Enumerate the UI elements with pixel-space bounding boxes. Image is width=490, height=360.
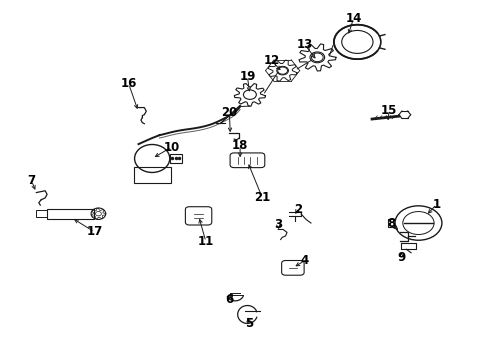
Text: 5: 5 bbox=[245, 317, 253, 330]
Bar bbox=[47, 209, 94, 219]
Text: 10: 10 bbox=[164, 140, 180, 153]
Text: 17: 17 bbox=[86, 225, 102, 238]
Text: 1: 1 bbox=[433, 198, 441, 211]
Text: 16: 16 bbox=[121, 77, 137, 90]
Text: 21: 21 bbox=[254, 191, 270, 204]
Text: 8: 8 bbox=[388, 217, 396, 230]
Text: 7: 7 bbox=[27, 174, 36, 187]
Text: 14: 14 bbox=[345, 12, 362, 25]
Bar bbox=[134, 167, 171, 183]
Bar bbox=[170, 154, 182, 163]
Text: 2: 2 bbox=[294, 203, 302, 216]
Text: 19: 19 bbox=[239, 70, 256, 83]
Text: 4: 4 bbox=[300, 254, 309, 267]
Text: 3: 3 bbox=[274, 218, 282, 231]
Text: 9: 9 bbox=[397, 251, 406, 264]
Text: 13: 13 bbox=[296, 38, 313, 51]
Text: 6: 6 bbox=[225, 293, 234, 306]
Bar bbox=[36, 211, 47, 217]
Text: 12: 12 bbox=[264, 54, 280, 67]
Text: 18: 18 bbox=[232, 139, 248, 152]
Text: 11: 11 bbox=[198, 235, 214, 248]
Text: 20: 20 bbox=[221, 106, 238, 119]
Text: 15: 15 bbox=[381, 104, 397, 117]
